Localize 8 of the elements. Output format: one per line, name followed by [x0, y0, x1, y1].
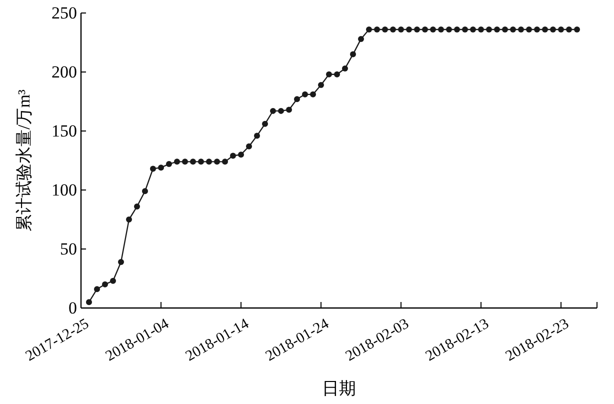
y-tick-label: 200 — [52, 62, 77, 82]
x-axis-title: 日期 — [322, 379, 356, 398]
y-tick-label: 50 — [60, 240, 77, 258]
y-tick-label: 0 — [68, 298, 77, 318]
y-tick-label: 100 — [52, 180, 77, 200]
y-tick-label: 150 — [52, 122, 77, 140]
y-tick-label: 250 — [52, 4, 77, 22]
y-axis-title: 累计试验水量/万m³ — [14, 89, 34, 232]
